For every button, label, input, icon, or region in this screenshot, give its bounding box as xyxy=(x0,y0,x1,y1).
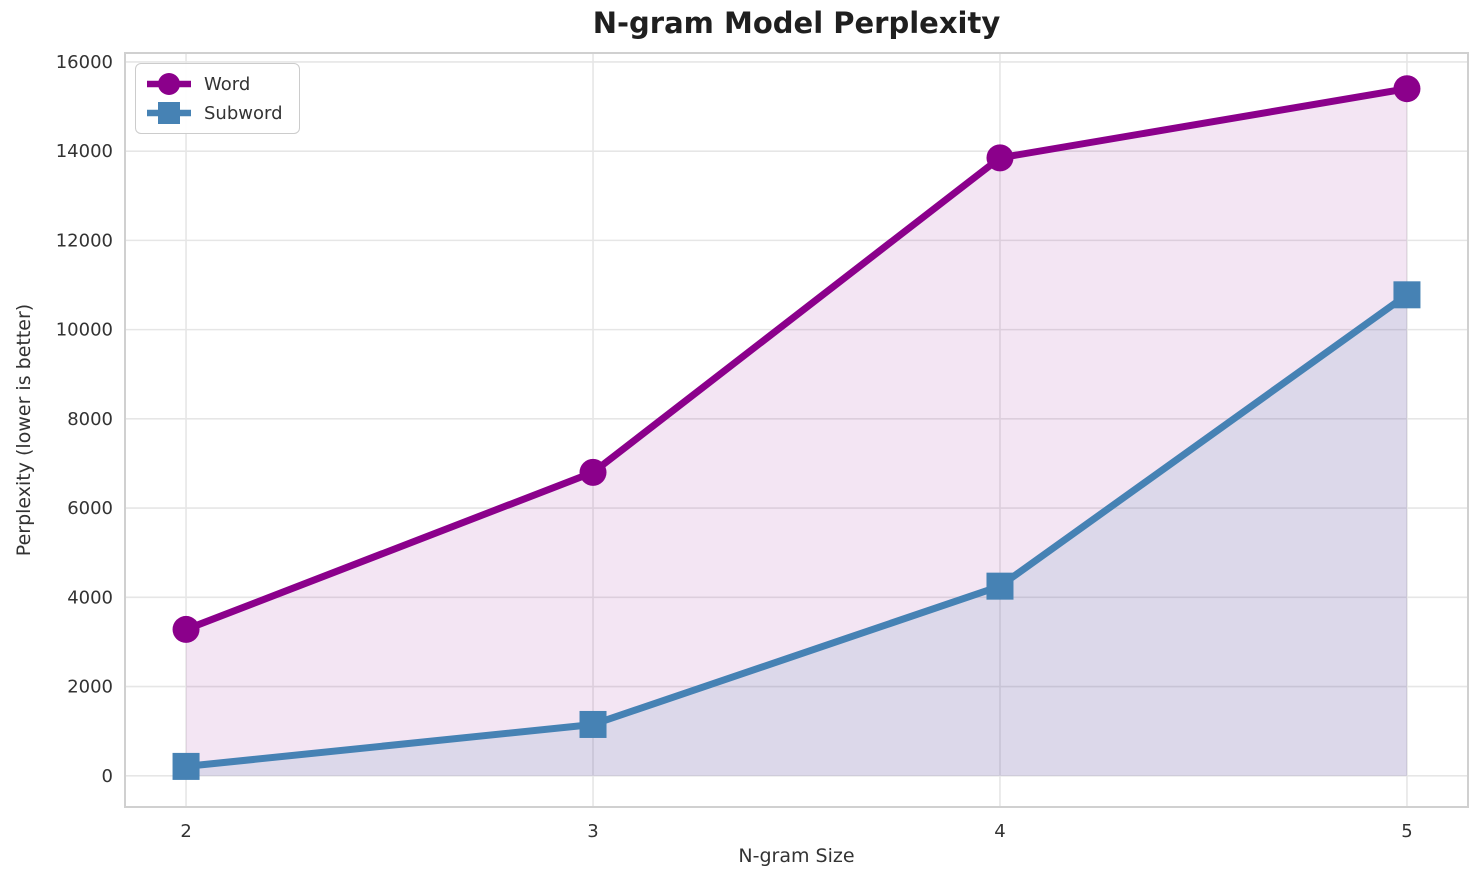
subword-marker[interactable] xyxy=(172,752,200,780)
x-tick-label: 5 xyxy=(1401,821,1412,842)
y-tick-label: 4000 xyxy=(67,587,113,608)
x-tick-label: 3 xyxy=(587,821,598,842)
word-marker[interactable] xyxy=(1393,75,1421,103)
legend: Word Subword xyxy=(135,63,300,134)
subword-marker[interactable] xyxy=(1393,281,1421,309)
word-marker[interactable] xyxy=(172,615,200,643)
y-tick-label: 12000 xyxy=(56,230,113,251)
x-tick-label: 4 xyxy=(994,821,1005,842)
x-axis-label: N-gram Size xyxy=(738,845,855,867)
legend-entry-subword[interactable]: Subword xyxy=(146,100,283,126)
y-tick-label: 0 xyxy=(102,766,113,787)
y-tick-label: 2000 xyxy=(67,677,113,698)
chart-title: N-gram Model Perplexity xyxy=(592,6,1001,40)
y-tick-label: 14000 xyxy=(56,141,113,162)
y-axis-label: Perplexity (lower is better) xyxy=(13,303,35,557)
circle-marker-icon xyxy=(147,73,191,95)
legend-label-word: Word xyxy=(204,73,251,95)
word-marker[interactable] xyxy=(579,458,607,486)
x-tick-label: 2 xyxy=(180,821,191,842)
y-tick-label: 8000 xyxy=(67,409,113,430)
y-tick-label: 6000 xyxy=(67,498,113,519)
legend-entry-word[interactable]: Word xyxy=(146,71,283,97)
subword-marker[interactable] xyxy=(986,572,1014,600)
subword-area xyxy=(186,294,1407,776)
word-line xyxy=(184,85,1408,633)
legend-label-subword: Subword xyxy=(204,102,283,124)
square-marker-icon xyxy=(147,102,191,124)
y-tick-label: 10000 xyxy=(56,320,113,341)
y-tick-label: 16000 xyxy=(56,52,113,73)
subword-line xyxy=(185,291,1409,770)
plot-border xyxy=(124,52,1469,808)
word-area xyxy=(186,88,1407,776)
word-marker[interactable] xyxy=(986,144,1014,172)
subword-marker[interactable] xyxy=(579,710,607,738)
